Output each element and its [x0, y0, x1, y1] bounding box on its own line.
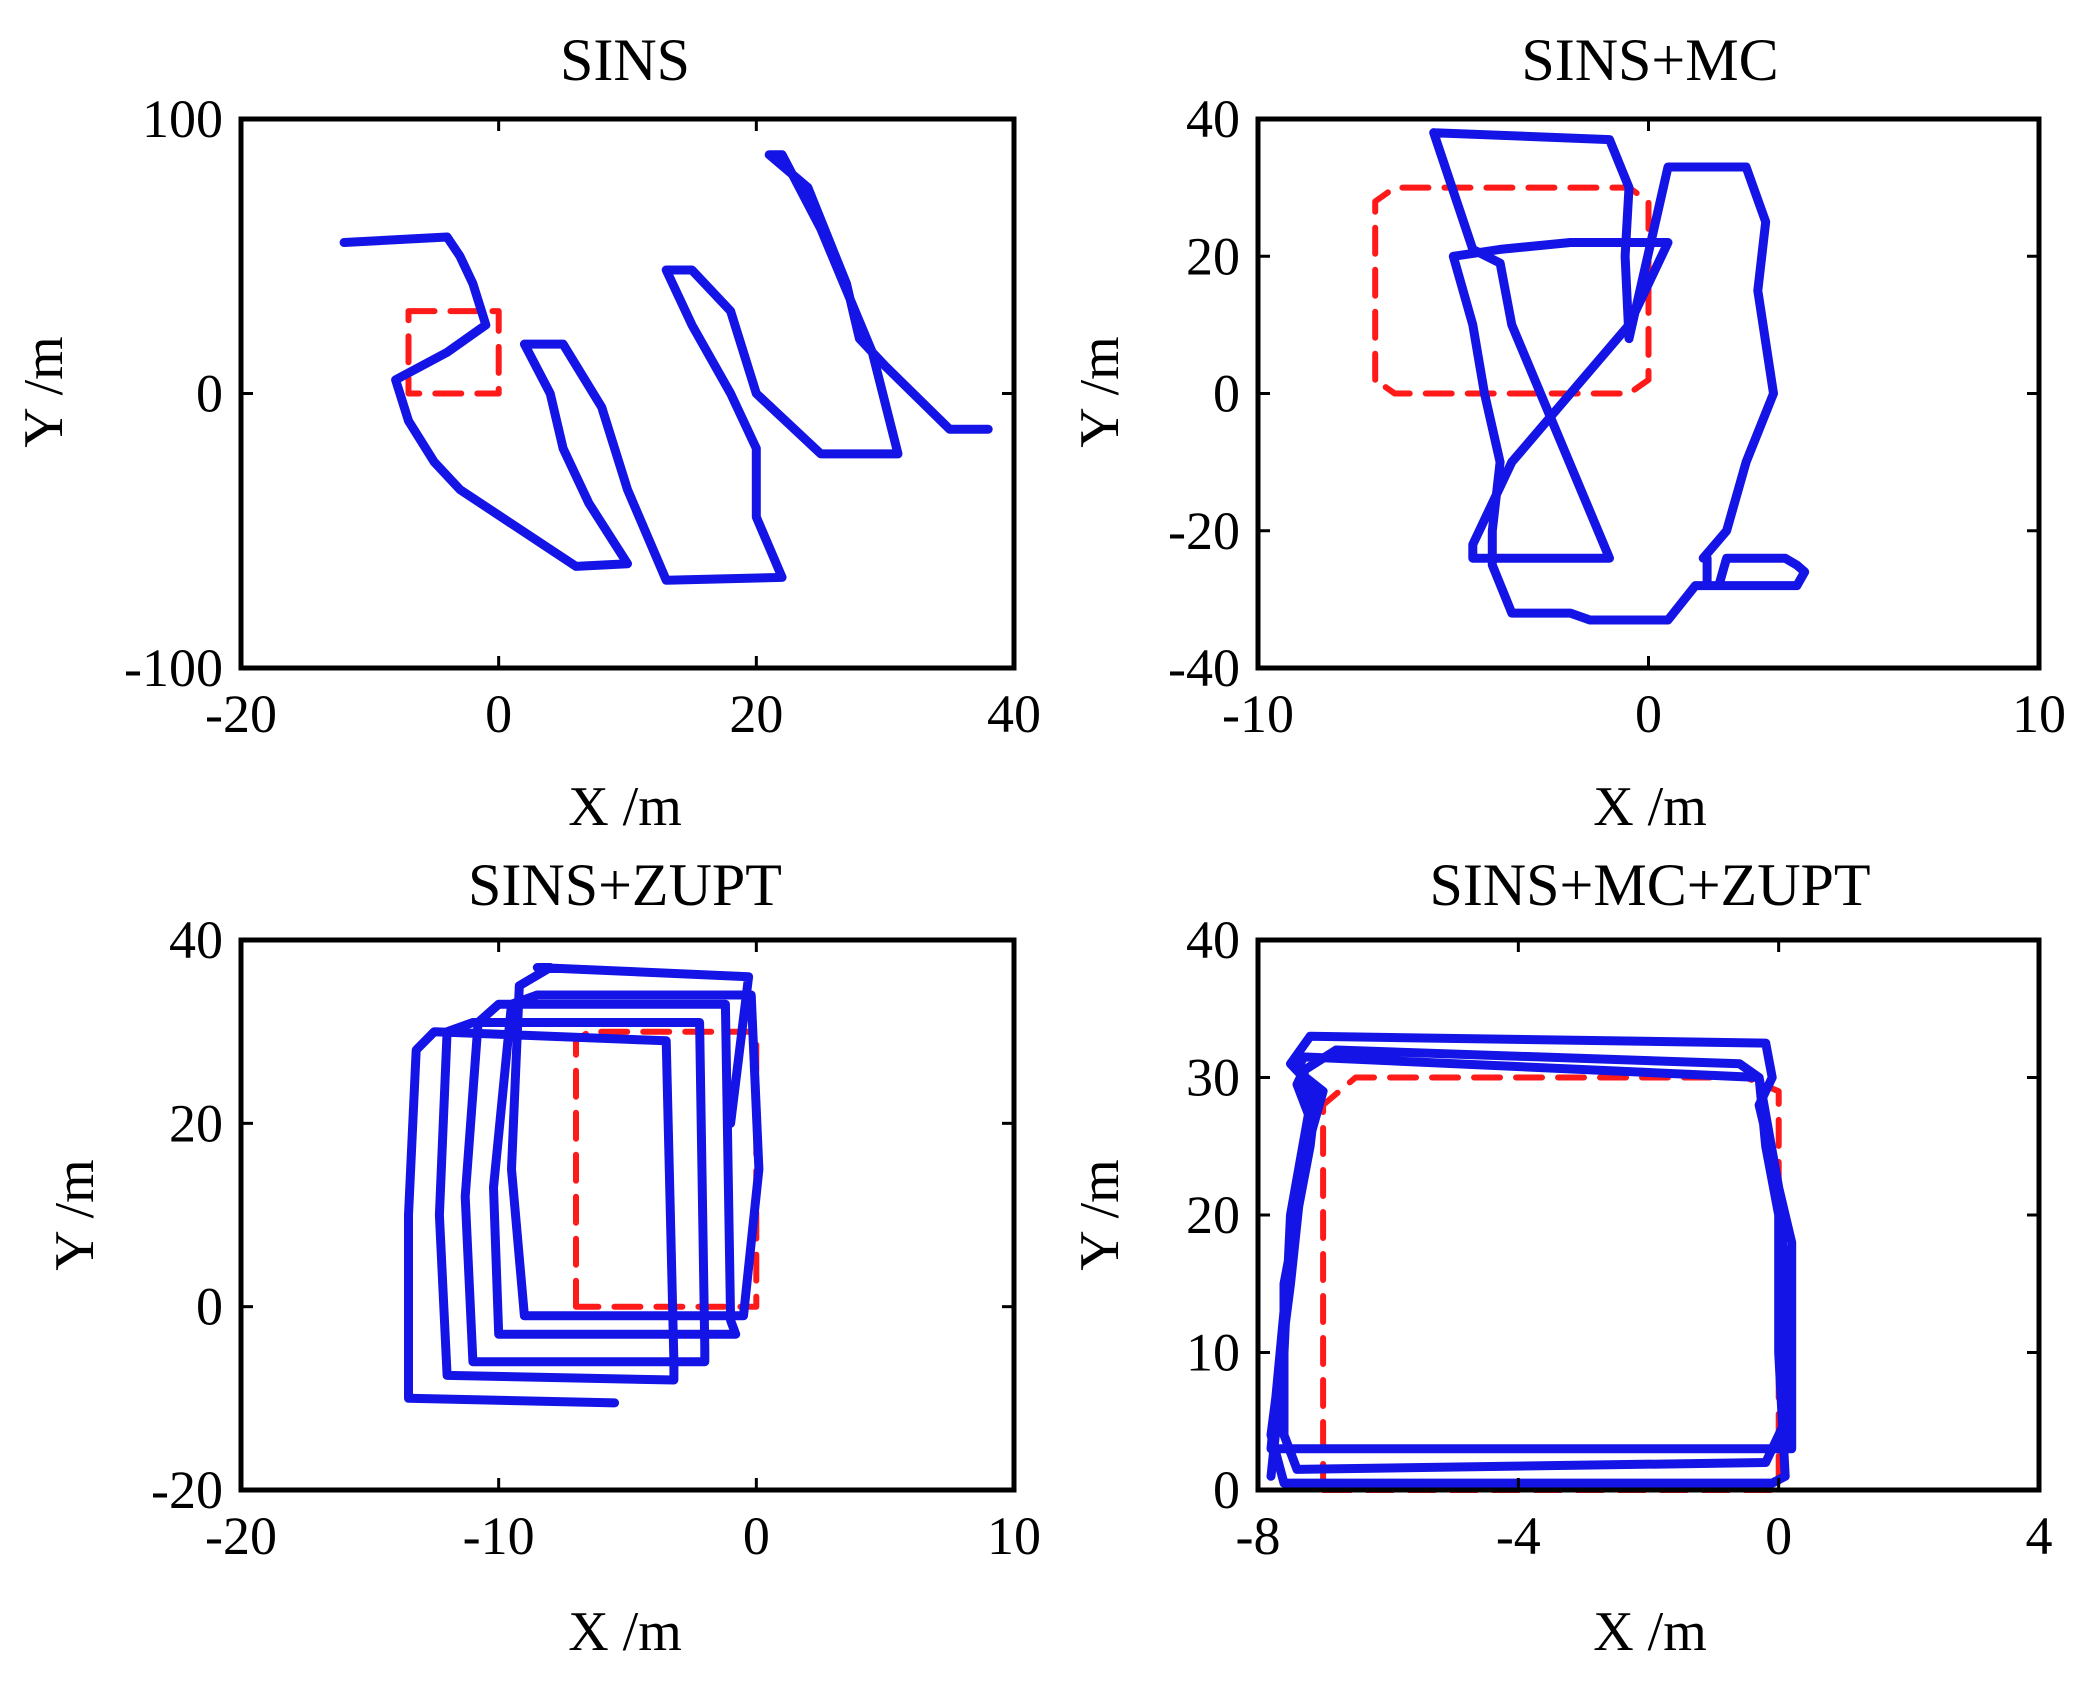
- x-tick-label: 20: [729, 684, 783, 744]
- x-tick-label: -10: [1222, 684, 1294, 744]
- panel-sins-mc: SINS+MC X /m Y /m -10 0 10 -40 -20 0 20 40: [1069, 27, 2066, 838]
- y-axis-label: Y /m: [13, 336, 75, 447]
- trajectory-line: [404, 963, 764, 1408]
- x-tick-label: 0: [485, 684, 512, 744]
- y-axis-label: Y /m: [44, 1159, 106, 1270]
- reference-path-line: [405, 308, 502, 397]
- y-tick-label: 40: [1186, 910, 1240, 970]
- y-tick-label: -20: [151, 1460, 223, 1520]
- x-tick-label: -20: [205, 1506, 277, 1566]
- reference-path-line: [1372, 184, 1652, 397]
- trajectory-line: [339, 150, 993, 585]
- x-tick-label: -10: [463, 1506, 535, 1566]
- y-tick-label: 10: [1186, 1323, 1240, 1383]
- x-tick-label: 4: [2026, 1506, 2053, 1566]
- x-axis-label: X /m: [568, 776, 682, 838]
- panel-sins-zupt: SINS+ZUPT X /m Y /m -20 -10 0 10 -20 0 20 40: [44, 852, 1041, 1663]
- reference-path-line: [1320, 1074, 1782, 1493]
- y-axis-label: Y /m: [1069, 1159, 1131, 1270]
- x-tick-label: -8: [1236, 1506, 1281, 1566]
- y-tick-label: 20: [1186, 1185, 1240, 1245]
- x-axis-label: X /m: [568, 1601, 682, 1663]
- axes-frame: [238, 116, 1017, 671]
- x-tick-label: -20: [205, 684, 277, 744]
- x-tick-label: 0: [1765, 1506, 1792, 1566]
- plot-area: -20 0 20 40 -100 0 100: [124, 89, 1041, 744]
- y-tick-label: 20: [169, 1093, 223, 1153]
- y-tick-label: 30: [1186, 1048, 1240, 1108]
- y-tick-label: 40: [1186, 89, 1240, 149]
- y-tick-label: 0: [196, 1277, 223, 1337]
- plot-area: -20 -10 0 10 -20 0 20 40: [151, 910, 1041, 1566]
- trajectory-line: [1429, 128, 1810, 625]
- y-tick-label: 40: [169, 910, 223, 970]
- y-axis-label: Y /m: [1069, 336, 1131, 447]
- trajectory-line: [1266, 1031, 1797, 1488]
- chart-title: SINS: [560, 27, 690, 93]
- y-tick-label: 0: [1213, 364, 1240, 424]
- x-tick-label: 0: [1635, 684, 1662, 744]
- axes-frame: [1255, 937, 2042, 1493]
- x-tick-label: 10: [987, 1506, 1041, 1566]
- x-axis-label: X /m: [1593, 776, 1707, 838]
- y-tick-label: 0: [196, 364, 223, 424]
- chart-title: SINS+ZUPT: [468, 852, 782, 918]
- x-tick-label: 0: [743, 1506, 770, 1566]
- plot-area: -10 0 10 -40 -20 0 20 40: [1168, 89, 2066, 744]
- x-tick-label: 40: [987, 684, 1041, 744]
- y-tick-label: 100: [142, 89, 223, 149]
- x-tick-label: -4: [1496, 1506, 1541, 1566]
- x-tick-label: 10: [2012, 684, 2066, 744]
- y-tick-label: -20: [1168, 501, 1240, 561]
- chart-title: SINS+MC+ZUPT: [1429, 852, 1870, 918]
- axes-frame: [238, 937, 1017, 1493]
- chart-title: SINS+MC: [1521, 27, 1778, 93]
- y-tick-label: -40: [1168, 638, 1240, 698]
- y-tick-label: 20: [1186, 226, 1240, 286]
- y-tick-label: 0: [1213, 1460, 1240, 1520]
- y-tick-label: -100: [124, 638, 223, 698]
- x-axis-label: X /m: [1593, 1601, 1707, 1663]
- panel-sins: SINS X /m Y /m -20 0 20 40 -100 0 100: [13, 27, 1041, 838]
